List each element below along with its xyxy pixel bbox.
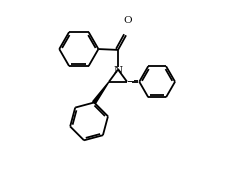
Text: O: O	[123, 16, 132, 25]
Polygon shape	[93, 82, 109, 103]
Text: N: N	[114, 66, 122, 75]
